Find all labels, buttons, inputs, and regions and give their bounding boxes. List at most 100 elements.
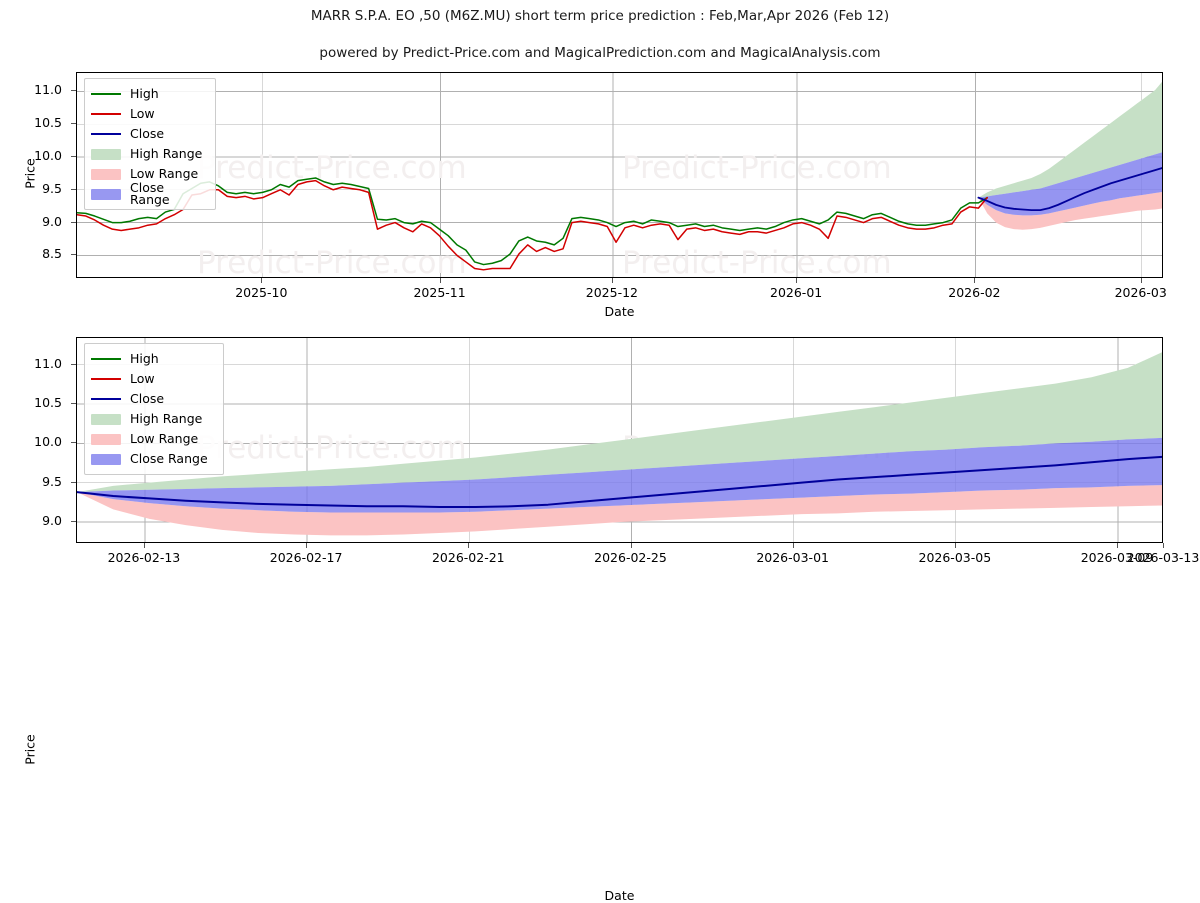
overview-legend-patch-swatch-icon: [91, 168, 121, 180]
overview-x-tick-mark: [611, 278, 613, 283]
detail-legend-item-high-range[interactable]: High Range: [91, 409, 215, 429]
overview-legend-item-high-range[interactable]: High Range: [91, 144, 207, 164]
overview-legend-line-swatch-icon: [91, 133, 121, 135]
detail-legend-item-high[interactable]: High: [91, 349, 215, 369]
detail-x-tick-label: 2026-02-25: [594, 550, 667, 565]
detail-y-tick-label: 9.0: [42, 512, 62, 528]
overview-y-tick-mark: [71, 188, 76, 190]
overview-x-tick-mark: [974, 278, 976, 283]
overview-x-tick-label: 2026-02: [948, 285, 1001, 300]
detail-x-tick-mark: [1163, 543, 1164, 548]
overview-y-tick-mark: [71, 221, 76, 223]
overview-chart-svg: Predict-Price.com Predict-Price.com Predic…: [77, 73, 1162, 278]
detail-x-tick-mark: [468, 543, 470, 548]
detail-legend-patch-swatch-icon: [91, 453, 121, 465]
overview-legend-label: Close Range: [130, 179, 170, 207]
page-subtitle: powered by Predict-Price.com and Magical…: [319, 45, 881, 61]
overview-legend-label: Low Range: [130, 165, 199, 181]
overview-legend-line-swatch-icon: [91, 93, 121, 95]
detail-y-tick-label: 10.0: [34, 434, 62, 450]
overview-x-tick-label: 2026-01: [770, 285, 823, 300]
detail-x-tick-label: 2026-03-05: [918, 550, 992, 565]
overview-legend: High Low Close High Range Low Range Close Ran…: [84, 78, 216, 210]
overview-x-tick-label: 2025-10: [235, 285, 288, 300]
overview-legend-line-swatch-icon: [91, 113, 121, 115]
overview-panel: Price Date Predict-Price.com Predict-Pric…: [0, 0, 1200, 320]
detail-x-tick-mark: [306, 543, 308, 548]
detail-y-tick-mark: [71, 363, 76, 365]
overview-x-axis-label: Date: [604, 304, 635, 319]
detail-x-tick-mark: [143, 543, 145, 548]
detail-y-tick-label: 10.5: [34, 395, 62, 411]
overview-y-axis-label: Price: [22, 158, 38, 189]
detail-legend-patch-swatch-icon: [91, 433, 121, 445]
detail-x-tick-mark: [630, 543, 632, 548]
overview-y-tick-label: 11.0: [34, 82, 62, 98]
overview-legend-item-high[interactable]: High: [91, 84, 207, 104]
detail-legend-label: Low Range: [130, 430, 199, 446]
overview-x-tick-mark: [439, 278, 441, 283]
overview-y-tick-label: 9.0: [42, 213, 62, 229]
overview-legend-patch-swatch-icon: [91, 188, 121, 200]
detail-y-axis-label: Price: [22, 734, 38, 765]
overview-y-tick-mark: [71, 90, 76, 92]
overview-legend-label: High: [130, 85, 159, 101]
detail-y-tick-mark: [71, 481, 76, 483]
detail-x-tick-label: 2026-02-21: [431, 550, 505, 565]
overview-legend-item-low-range[interactable]: Low Range: [91, 164, 207, 184]
detail-legend-item-close-range[interactable]: Close Range: [91, 449, 215, 469]
overview-y-tick-mark: [71, 123, 76, 125]
overview-y-tick-label: 9.5: [42, 180, 62, 196]
svg-text:Predict-Price.com: Predict-Price.com: [197, 245, 467, 278]
detail-legend-label: Close Range: [130, 450, 208, 466]
detail-x-tick-label: 2026-02-17: [269, 550, 343, 565]
detail-legend-item-close[interactable]: Close: [91, 389, 215, 409]
detail-legend-item-low-range[interactable]: Low Range: [91, 429, 215, 449]
overview-y-tick-label: 10.5: [34, 115, 62, 131]
overview-x-tick-mark: [796, 278, 798, 283]
detail-legend-label: Close: [130, 390, 165, 406]
overview-y-tick-mark: [71, 254, 76, 256]
detail-x-tick-label: 2026-03-01: [756, 550, 829, 565]
detail-y-tick-mark: [71, 442, 76, 444]
detail-legend-line-swatch-icon: [91, 398, 121, 400]
overview-x-tick-label: 2025-11: [413, 285, 466, 300]
detail-legend-line-swatch-icon: [91, 378, 121, 380]
svg-text:Predict-Price.com: Predict-Price.com: [622, 245, 892, 278]
detail-legend-label: High: [130, 350, 159, 366]
detail-y-tick-label: 11.0: [34, 355, 62, 371]
svg-text:Predict-Price.com: Predict-Price.com: [622, 150, 892, 186]
detail-y-tick-label: 9.5: [42, 473, 62, 489]
detail-legend-line-swatch-icon: [91, 358, 121, 360]
detail-legend-item-low[interactable]: Low: [91, 369, 215, 389]
overview-legend-label: Close: [130, 125, 165, 141]
detail-legend-patch-swatch-icon: [91, 413, 121, 425]
overview-x-tick-label: 2026-03: [1114, 285, 1167, 300]
overview-x-tick-label: 2025-12: [585, 285, 638, 300]
overview-legend-item-close-range[interactable]: Close Range: [91, 179, 207, 207]
svg-text:Predict-Price.com: Predict-Price.com: [197, 150, 467, 186]
overview-legend-item-low[interactable]: Low: [91, 104, 207, 124]
detail-x-axis-label: Date: [604, 888, 635, 903]
detail-legend: High Low Close High Range Low Range Close Ran…: [84, 343, 224, 475]
overview-legend-label: Low: [130, 105, 155, 121]
detail-x-tick-label: 2026-02-13: [107, 550, 181, 565]
detail-legend-label: Low: [130, 370, 155, 386]
detail-x-tick-label: 2026-03-13: [1126, 550, 1200, 565]
detail-y-tick-mark: [71, 521, 76, 522]
overview-x-tick-mark: [261, 278, 263, 283]
detail-y-tick-mark: [71, 403, 76, 404]
overview-legend-patch-swatch-icon: [91, 148, 121, 160]
overview-legend-label: High Range: [130, 145, 203, 161]
overview-y-tick-mark: [71, 156, 76, 157]
detail-x-tick-mark: [792, 543, 794, 548]
detail-legend-label: High Range: [130, 410, 203, 426]
detail-x-tick-mark: [954, 543, 956, 548]
page-title: MARR S.P.A. EO ,50 (M6Z.MU) short term p…: [310, 8, 890, 24]
overview-legend-item-close[interactable]: Close: [91, 124, 207, 144]
overview-y-tick-label: 10.0: [34, 147, 62, 163]
overview-x-tick-mark: [1140, 278, 1142, 283]
